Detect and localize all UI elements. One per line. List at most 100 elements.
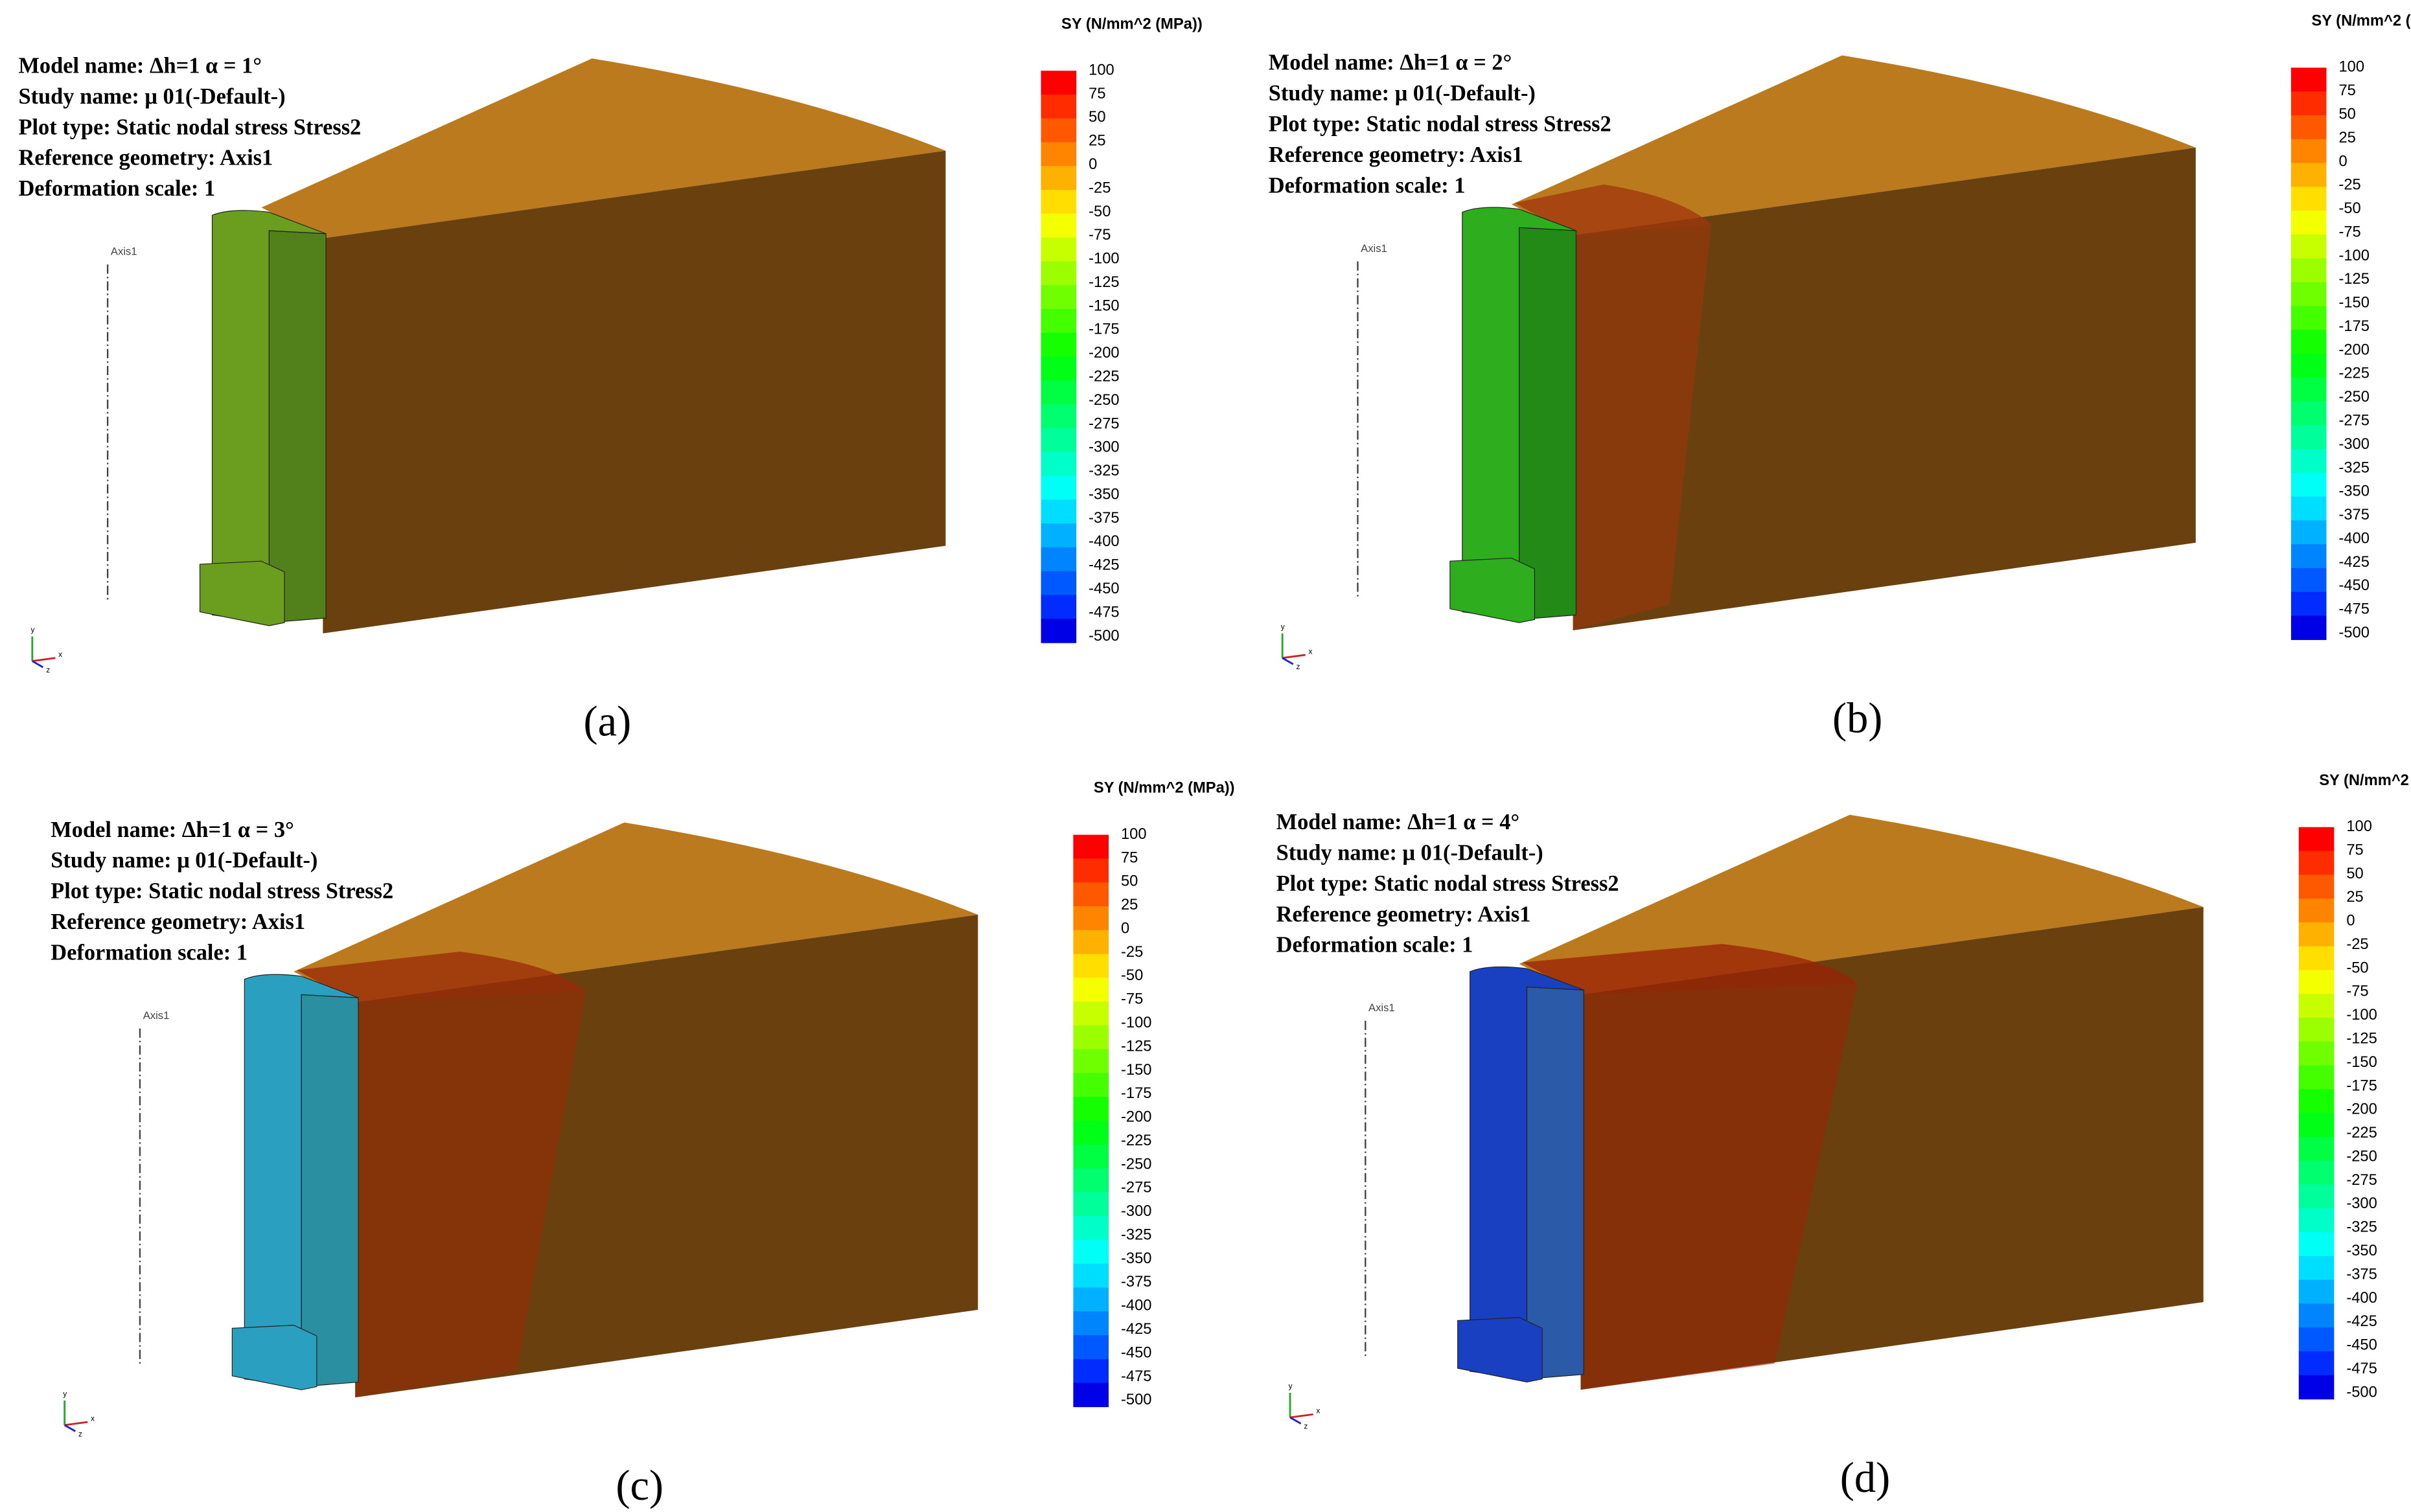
stress-zone-top bbox=[297, 951, 586, 1003]
pillar-side bbox=[1519, 227, 1577, 621]
colorbar-band bbox=[1073, 1335, 1109, 1360]
colorbar-band bbox=[1041, 523, 1077, 548]
colorbar-band bbox=[1041, 71, 1077, 95]
colorbar-band bbox=[2298, 1018, 2335, 1042]
colorbar-label: -275 bbox=[1121, 1180, 1151, 1197]
front-face bbox=[323, 150, 946, 634]
colorbar-band bbox=[1073, 906, 1109, 931]
colorbar-label: -150 bbox=[1089, 297, 1119, 314]
colorbar-band bbox=[1073, 930, 1109, 955]
colorbar-label: -50 bbox=[2346, 959, 2368, 976]
colorbar-band bbox=[2298, 994, 2335, 1018]
colorbar-band bbox=[2298, 1089, 2335, 1114]
colorbar-label: 25 bbox=[1089, 133, 1105, 150]
colorbar-band bbox=[2298, 1208, 2335, 1233]
colorbar-band bbox=[1073, 1002, 1109, 1026]
top-face bbox=[1511, 55, 2196, 236]
colorbar-band bbox=[2290, 115, 2327, 140]
colorbar-label: -275 bbox=[1089, 415, 1119, 432]
colorbar-label: 75 bbox=[2346, 842, 2363, 858]
colorbar-label: -150 bbox=[2346, 1054, 2377, 1071]
panel: Model name: Δh=1 α = 2° Study name: μ 01(… bbox=[1269, 13, 2411, 742]
colorbar-label: -250 bbox=[2346, 1148, 2377, 1165]
colorbar-label: -75 bbox=[2338, 223, 2360, 240]
colorbar-label: 100 bbox=[1089, 62, 1114, 78]
colorbar-band bbox=[2290, 330, 2327, 354]
triad-x bbox=[64, 1421, 88, 1426]
axis-label: Axis1 bbox=[111, 246, 137, 258]
colorbar-title: SY (N/mm^2 (MPa)) bbox=[2319, 772, 2411, 789]
colorbar-label: -100 bbox=[1089, 251, 1119, 268]
colorbar-band bbox=[1041, 356, 1077, 382]
axis-label: Axis1 bbox=[1368, 1002, 1395, 1014]
colorbar-band bbox=[1073, 834, 1109, 860]
colorbar-band bbox=[2290, 520, 2327, 545]
colorbar-label: -450 bbox=[2346, 1337, 2377, 1354]
colorbar-label: -325 bbox=[1121, 1226, 1151, 1243]
colorbar-band bbox=[2290, 591, 2327, 617]
colorbar-label: -375 bbox=[2338, 507, 2369, 523]
info-line: Plot type: Static nodal stress Stress2 bbox=[51, 879, 393, 904]
colorbar-band bbox=[1041, 166, 1077, 190]
triad-label: y bbox=[1281, 622, 1285, 631]
colorbar-label: 100 bbox=[2338, 59, 2364, 76]
colorbar-band bbox=[2290, 234, 2327, 259]
colorbar-band bbox=[1041, 619, 1077, 643]
triad-label: z bbox=[1304, 1421, 1308, 1430]
colorbar-band bbox=[2298, 1255, 2335, 1281]
triad-label: z bbox=[78, 1429, 82, 1438]
colorbar-band bbox=[2290, 353, 2327, 378]
colorbar-band bbox=[2290, 377, 2327, 402]
triad-z bbox=[32, 660, 44, 669]
colorbar-label: 0 bbox=[1121, 920, 1129, 937]
colorbar-label: 75 bbox=[2338, 82, 2355, 99]
colorbar-label: -225 bbox=[2346, 1125, 2377, 1141]
colorbar-label: -425 bbox=[2346, 1313, 2377, 1330]
colorbar-band bbox=[2290, 544, 2327, 569]
colorbar-label: 100 bbox=[2346, 818, 2372, 835]
info-line: Plot type: Static nodal stress Stress2 bbox=[1276, 871, 1619, 896]
colorbar-band bbox=[2298, 922, 2335, 947]
colorbar-label: -225 bbox=[1089, 368, 1119, 385]
colorbar-label: -475 bbox=[1089, 604, 1119, 621]
colorbar-label: -175 bbox=[2338, 318, 2369, 335]
stress-zone-front bbox=[1580, 983, 1858, 1390]
info-line: Deformation scale: 1 bbox=[18, 176, 215, 201]
colorbar-band bbox=[2298, 1327, 2335, 1352]
colorbar-band bbox=[1041, 428, 1077, 453]
pillar-side bbox=[268, 230, 327, 623]
panel-label: (b) bbox=[1832, 695, 1882, 742]
colorbar-label: -425 bbox=[2338, 554, 2369, 571]
colorbar-band bbox=[2298, 1279, 2335, 1305]
colorbar-band bbox=[1073, 1025, 1109, 1050]
colorbar-label: -100 bbox=[2346, 1007, 2377, 1024]
colorbar-label: 50 bbox=[2346, 865, 2363, 882]
colorbar-label: -475 bbox=[2338, 601, 2369, 618]
colorbar-band bbox=[1041, 380, 1077, 405]
colorbar-label: -150 bbox=[1121, 1062, 1151, 1079]
colorbar-label: -225 bbox=[1121, 1132, 1151, 1149]
colorbar-band bbox=[1041, 261, 1077, 286]
colorbar-label: 100 bbox=[1121, 826, 1147, 843]
colorbar-label: -350 bbox=[2346, 1243, 2377, 1259]
axis-label: Axis1 bbox=[143, 1009, 170, 1022]
front-face bbox=[1573, 147, 2196, 631]
info-line: Model name: Δh=1 α = 4° bbox=[1276, 810, 1519, 834]
panel-label: (a) bbox=[583, 698, 631, 745]
colorbar-band bbox=[2298, 1136, 2335, 1162]
panel: Model name: Δh=1 α = 3° Study name: μ 01(… bbox=[51, 780, 1234, 1509]
colorbar-label: -150 bbox=[2338, 295, 2369, 312]
colorbar-label: -75 bbox=[2346, 983, 2368, 1000]
triad-z bbox=[1282, 657, 1294, 665]
colorbar-label: -400 bbox=[1121, 1298, 1151, 1314]
colorbar-band bbox=[2298, 1041, 2335, 1066]
colorbar-band bbox=[2298, 899, 2335, 923]
colorbar-label: -75 bbox=[1121, 991, 1143, 1008]
stress-zone-front bbox=[1573, 224, 1712, 631]
colorbar-band bbox=[1041, 475, 1077, 500]
colorbar-label: -475 bbox=[2346, 1360, 2377, 1377]
colorbar-label: -350 bbox=[1089, 486, 1119, 503]
colorbar-band bbox=[1041, 94, 1077, 119]
